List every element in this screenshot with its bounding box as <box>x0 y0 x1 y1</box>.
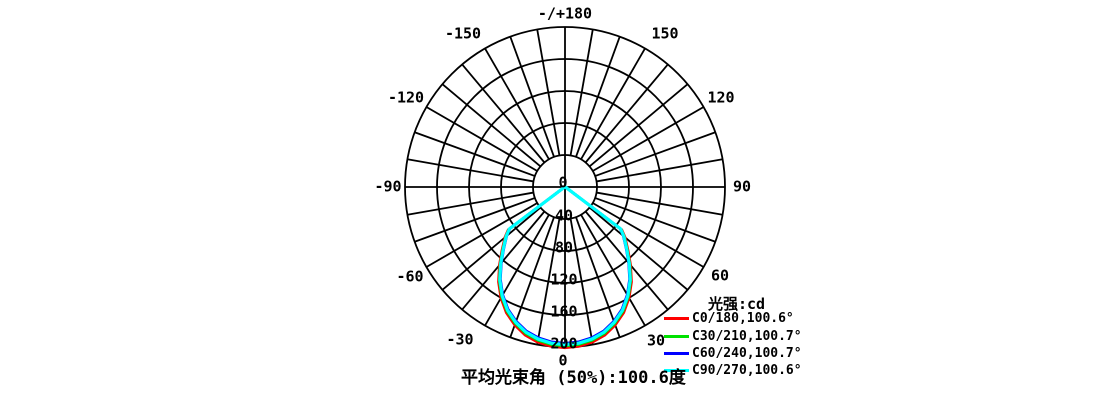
grid-spoke-330 <box>484 47 550 160</box>
grid-spoke-290 <box>414 131 536 177</box>
angle-label-90: 90 <box>733 178 751 196</box>
grid-spoke-220 <box>461 210 546 311</box>
legend-item: C90/270,100.6° <box>660 362 802 379</box>
legend-title: 光强:cd <box>708 295 766 313</box>
grid-spoke-40 <box>584 63 669 164</box>
grid-spoke-320 <box>461 63 546 164</box>
grid-spoke-340 <box>509 36 555 158</box>
grid-spoke-30 <box>580 47 646 160</box>
legend-line-swatch-c30 <box>664 334 689 338</box>
legend-item: C0/180,100.6° <box>660 310 802 327</box>
legend-item: C60/240,100.7° <box>660 345 802 362</box>
grid-spoke-170 <box>569 218 594 345</box>
radial-label-160: 160 <box>550 303 577 321</box>
grid-spoke-10 <box>569 29 594 156</box>
grid-spoke-210 <box>484 214 550 327</box>
legend-item-label: C0/180,100.6° <box>692 311 794 327</box>
grid-spoke-230 <box>441 206 542 291</box>
grid-spoke-190 <box>536 218 561 345</box>
grid-spoke-260 <box>407 191 534 216</box>
radial-label-80: 80 <box>555 239 573 257</box>
grid-spoke-50 <box>588 83 689 168</box>
radial-label-120: 120 <box>550 271 577 289</box>
angle-label--120: -120 <box>388 89 424 107</box>
grid-spoke-200 <box>509 216 555 338</box>
angle-label--/+180: -/+180 <box>538 5 592 23</box>
grid-spoke-110 <box>594 197 716 243</box>
grid-spoke-80 <box>596 158 723 183</box>
curve-C90-270 <box>498 185 632 347</box>
angle-label-0: 0 <box>558 352 567 370</box>
grid-spoke-140 <box>584 210 669 311</box>
angle-label-30: 30 <box>647 332 665 350</box>
legend-line-swatch-c90 <box>664 369 689 373</box>
legend-item-label: C90/270,100.6° <box>692 363 802 379</box>
grid-spoke-20 <box>575 36 621 158</box>
grid-spoke-350 <box>536 29 561 156</box>
grid-spoke-70 <box>594 131 716 177</box>
angle-label-150: 150 <box>651 25 678 43</box>
grid-spoke-310 <box>441 83 542 168</box>
grid-spoke-100 <box>596 191 723 216</box>
angle-label--30: -30 <box>446 331 473 349</box>
angle-label-60: 60 <box>711 267 729 285</box>
grid-spoke-60 <box>592 106 705 172</box>
angle-label--150: -150 <box>445 25 481 43</box>
grid-spoke-160 <box>575 216 621 338</box>
grid-spoke-120 <box>592 202 705 268</box>
beam-angle-caption: 平均光束角 (50%):100.6度 <box>461 368 686 388</box>
legend: 光强:cd C0/180,100.6° C30/210,100.7° C60/2… <box>660 293 802 380</box>
radial-label-0: 0 <box>558 174 567 192</box>
angle-label--90: -90 <box>374 178 401 196</box>
legend-item: C30/210,100.7° <box>660 327 802 344</box>
grid-spoke-240 <box>425 202 538 268</box>
radial-label-200: 200 <box>550 335 577 353</box>
legend-item-label: C30/210,100.7° <box>692 328 802 344</box>
radial-label-40: 40 <box>555 207 573 225</box>
grid-spoke-280 <box>407 158 534 183</box>
legend-line-swatch-c0 <box>664 317 689 321</box>
angle-label--60: -60 <box>396 268 423 286</box>
grid-spoke-130 <box>588 206 689 291</box>
legend-line-swatch-c60 <box>664 351 689 355</box>
legend-item-label: C60/240,100.7° <box>692 345 802 361</box>
grid-spoke-250 <box>414 197 536 243</box>
grid-spoke-150 <box>580 214 646 327</box>
angle-label-120: 120 <box>707 89 734 107</box>
grid-spoke-300 <box>425 106 538 172</box>
